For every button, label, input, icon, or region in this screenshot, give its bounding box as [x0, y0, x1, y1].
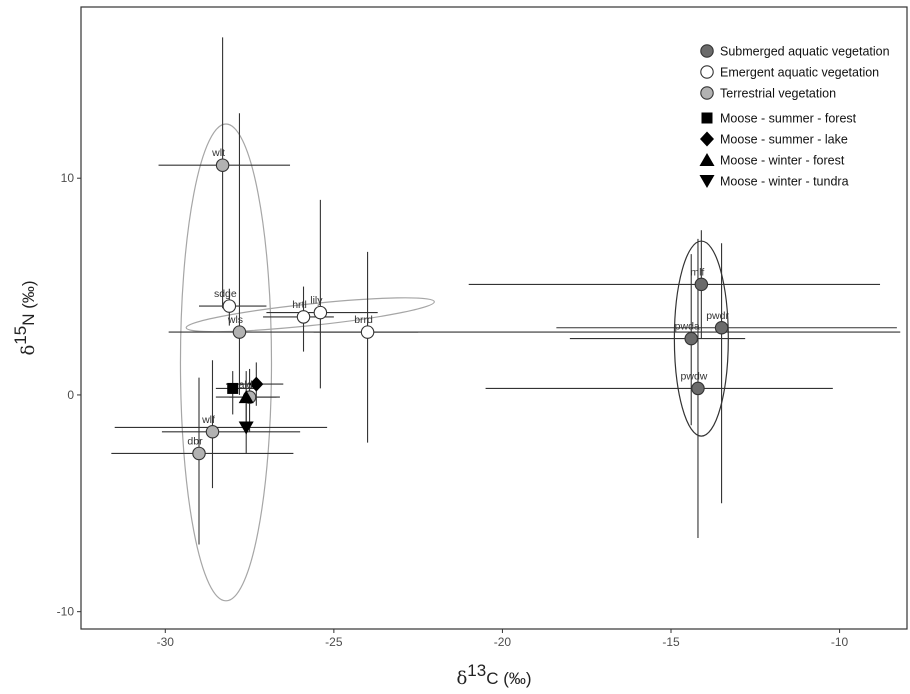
- point-wlt: [215, 158, 230, 172]
- point-hrtl: [296, 310, 311, 324]
- point-dbr: [192, 446, 206, 461]
- point-pwdr: [714, 321, 729, 335]
- point-label-dbr: dbr: [187, 435, 203, 447]
- legend-marker-moose-winter-tundra: [699, 175, 715, 188]
- point-lily: [313, 305, 328, 320]
- legend-item-moose-winter-tundra: Moose - winter - tundra: [699, 175, 849, 189]
- point-label-pwda: pwda: [675, 321, 700, 333]
- x-tick-label-25: -25: [325, 635, 343, 649]
- legend-item-terrestrial-vegetation: Terrestrial vegetation: [700, 86, 836, 101]
- legend-marker-moose-winter-forest: [699, 153, 715, 166]
- legend-label-moose-winter-tundra: Moose - winter - tundra: [720, 175, 849, 189]
- x-tick-label-15: -15: [662, 635, 680, 649]
- x-axis-title-sup: 13: [467, 661, 486, 680]
- legend-item-moose-summer-forest: Moose - summer - forest: [701, 112, 857, 126]
- point-label-pwdr: pwdr: [706, 310, 729, 322]
- legend-marker-moose-summer-forest: [701, 112, 713, 124]
- legend-item-emergent-aquatic-vegetation: Emergent aquatic vegetation: [700, 65, 879, 80]
- point-label-mlf: mlf: [690, 266, 704, 278]
- x-tick-label-30: -30: [157, 635, 175, 649]
- legend-label-emergent-aquatic-vegetation: Emergent aquatic vegetation: [720, 66, 879, 80]
- point-label-sdge: sdge: [214, 288, 237, 300]
- point-label-wlt: wlt: [211, 147, 225, 159]
- y-tick-label-0: 0: [67, 388, 74, 402]
- point-wls: [232, 325, 247, 339]
- point-label-pwdw: pwdw: [681, 370, 708, 382]
- legend-marker-submerged-aquatic-vegetation: [700, 44, 714, 58]
- legend-marker-terrestrial-vegetation: [700, 86, 714, 100]
- legend-item-moose-winter-forest: Moose - winter - forest: [699, 153, 845, 168]
- legend-label-submerged-aquatic-vegetation: Submerged aquatic vegetation: [720, 45, 890, 59]
- point-moose-summer-forest-0: [227, 382, 239, 394]
- y-axis-title-rest: N (‰): [19, 280, 38, 325]
- ellipse-emergent-aquatic-vegetation: [185, 297, 435, 333]
- point-label-hrtl: hrtl: [292, 299, 307, 311]
- point-label-ald: ald: [239, 379, 253, 391]
- legend-marker-emergent-aquatic-vegetation: [700, 65, 714, 79]
- point-moose-winter-tundra-0: [238, 421, 254, 435]
- ellipse-terrestrial-vegetation: [179, 123, 273, 602]
- legend-label-terrestrial-vegetation: Terrestrial vegetation: [720, 87, 836, 101]
- plot-panel: [80, 6, 908, 630]
- axes-layer: -30 -25 -20 -15 -10 -10 0 10: [57, 171, 849, 649]
- legend-label-moose-summer-lake: Moose - summer - lake: [720, 133, 848, 147]
- point-sdge: [222, 299, 237, 313]
- y-axis-title-sup: 15: [11, 326, 30, 345]
- point-label-lily: lily: [310, 295, 323, 307]
- point-brrd: [360, 325, 375, 339]
- point-label-wls: wls: [227, 314, 243, 326]
- legend-label-moose-summer-forest: Moose - summer - forest: [720, 112, 857, 126]
- legend-marker-moose-summer-lake: [700, 131, 714, 147]
- point-pwda: [684, 331, 698, 346]
- x-axis-title-symbol: δ: [456, 668, 467, 689]
- point-moose-summer-lake-0: [249, 376, 264, 392]
- point-label-layer: mlf pwdr pwda pwdw sdge hrtl lily brrd wlt wls ald…: [187, 147, 729, 447]
- y-axis-title-symbol: δ: [18, 345, 39, 356]
- x-tick-label-20: -20: [494, 635, 512, 649]
- legend-item-submerged-aquatic-vegetation: Submerged aquatic vegetation: [700, 44, 890, 59]
- y-axis-title: δ15N (‰): [11, 280, 39, 355]
- point-label-brrd: brrd: [354, 314, 373, 326]
- point-moose-winter-forest-0: [238, 390, 254, 404]
- legend-label-moose-winter-forest: Moose - winter - forest: [720, 154, 845, 168]
- x-axis-title: δ13C (‰): [456, 661, 531, 689]
- point-layer: [192, 158, 729, 461]
- x-axis-title-rest: C (‰): [486, 669, 531, 688]
- legend-item-moose-summer-lake: Moose - summer - lake: [700, 131, 848, 147]
- y-tick-label-10: -10: [57, 605, 75, 619]
- point-wlf: [205, 425, 220, 439]
- point-label-wlf: wlf: [201, 414, 215, 426]
- y-tick-label-10: 10: [61, 171, 75, 185]
- point-mlf: [694, 277, 709, 292]
- legend: Submerged aquatic vegetation Emergent aqu…: [699, 44, 890, 189]
- point-pwdw: [691, 381, 705, 396]
- x-tick-label-10: -10: [831, 635, 849, 649]
